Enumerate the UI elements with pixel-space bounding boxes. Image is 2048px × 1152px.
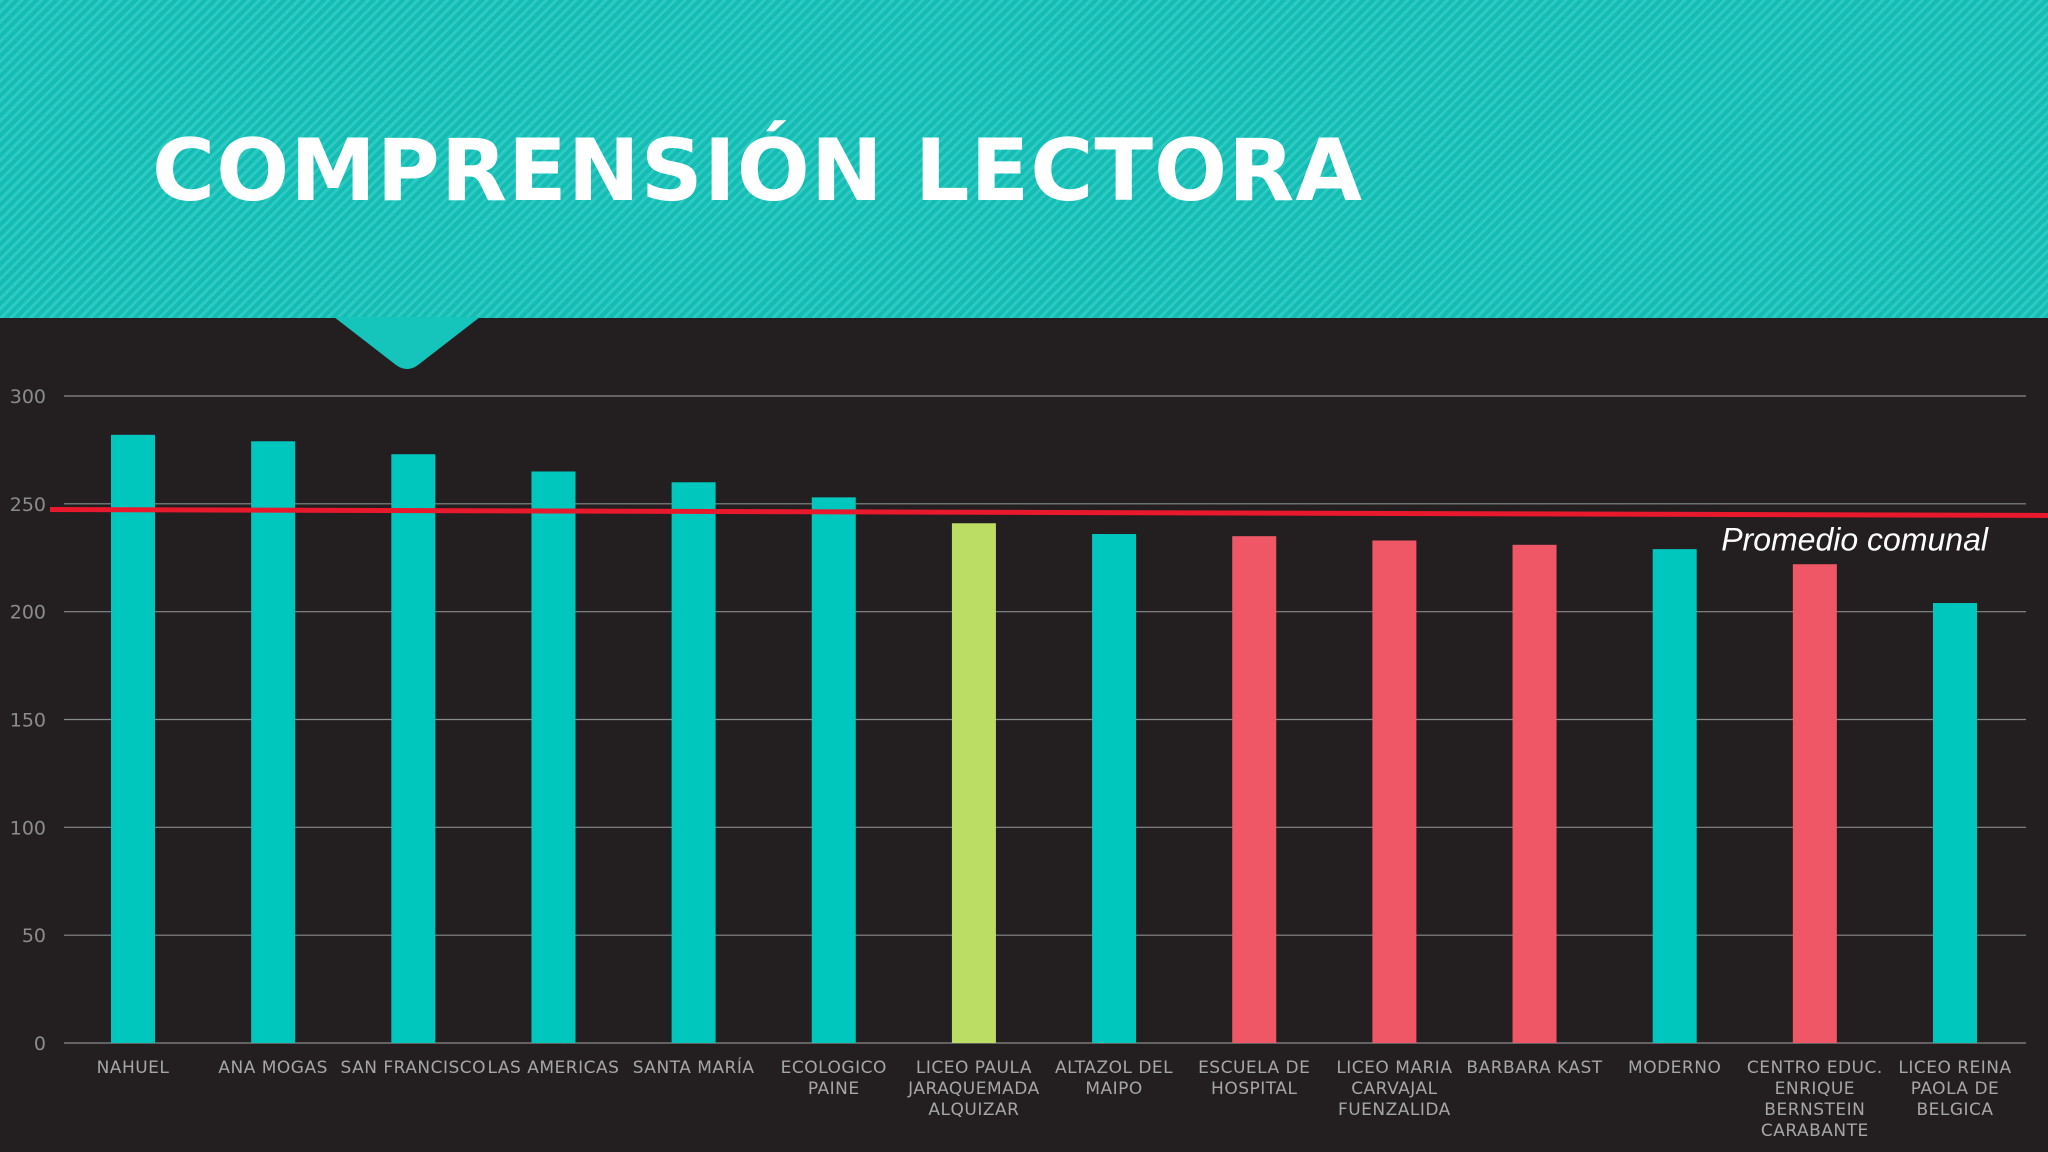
x-axis-label-2: ANA MOGAS: [218, 1058, 328, 1078]
bar-12: [1652, 549, 1697, 1043]
bar-5: [671, 482, 716, 1043]
reference-line-label: Promedio comunal: [1721, 521, 1989, 557]
bar-9: [1232, 536, 1277, 1043]
x-axis-label-10: LICEO MARIA CARVAJAL FUENZALIDA: [1336, 1058, 1452, 1120]
x-axis-label-14: LICEO REINA PAOLA DE BELGICA: [1898, 1058, 2011, 1120]
bar-2: [251, 441, 296, 1043]
bar-10: [1372, 540, 1417, 1043]
gridlines: [64, 395, 2026, 1044]
x-axis-label-5: SANTA MARÍA: [633, 1056, 755, 1078]
bar-14: [1933, 603, 1977, 1043]
x-axis-label-6: ECOLOGICO PAINE: [781, 1058, 887, 1099]
bar-13: [1792, 564, 1837, 1043]
bar-8: [1092, 534, 1137, 1043]
y-tick-label-200: 200: [10, 602, 46, 624]
y-tick-label-250: 250: [10, 494, 46, 516]
reference-line: [49, 506, 2048, 518]
bar-7: [951, 523, 996, 1043]
y-tick-label-300: 300: [10, 386, 46, 408]
x-axis-label-3: SAN FRANCISCO: [341, 1058, 487, 1078]
x-axis-label-1: NAHUEL: [97, 1058, 170, 1078]
x-axis-label-7: LICEO PAULA JARAQUEMADA ALQUIZAR: [907, 1058, 1040, 1120]
bars: [111, 434, 1977, 1044]
y-tick-label-50: 50: [22, 925, 46, 947]
slide-title: COMPRENSIÓN LECTORA: [152, 121, 1363, 221]
bar-11: [1512, 544, 1557, 1043]
x-axis-label-13: CENTRO EDUC. ENRIQUE BERNSTEIN CARABANTE: [1747, 1058, 1883, 1141]
x-axis-labels: NAHUEL ANA MOGAS SAN FRANCISCO LAS AMERICAS…: [97, 1056, 2012, 1141]
x-axis-label-12: MODERNO: [1628, 1058, 1721, 1078]
reference-line-group: Promedio comunal: [49, 506, 2048, 557]
y-axis-ticks: 0 50 100 150 200 250 300: [10, 386, 46, 1055]
header-notch: [334, 317, 480, 369]
x-axis-label-4: LAS AMERICAS: [488, 1058, 620, 1078]
y-tick-label-100: 100: [10, 817, 46, 839]
bar-1: [111, 434, 155, 1043]
x-axis-label-11: BARBARA KAST: [1466, 1058, 1602, 1078]
bar-4: [531, 471, 576, 1043]
bar-6: [811, 497, 856, 1043]
bar-3: [391, 454, 436, 1044]
y-tick-label-0: 0: [34, 1033, 46, 1055]
x-axis-label-8: ALTAZOL DEL MAIPO: [1055, 1058, 1173, 1099]
y-tick-label-150: 150: [10, 710, 46, 732]
x-axis-label-9: ESCUELA DE HOSPITAL: [1198, 1058, 1310, 1099]
header-band: [0, 0, 2048, 318]
